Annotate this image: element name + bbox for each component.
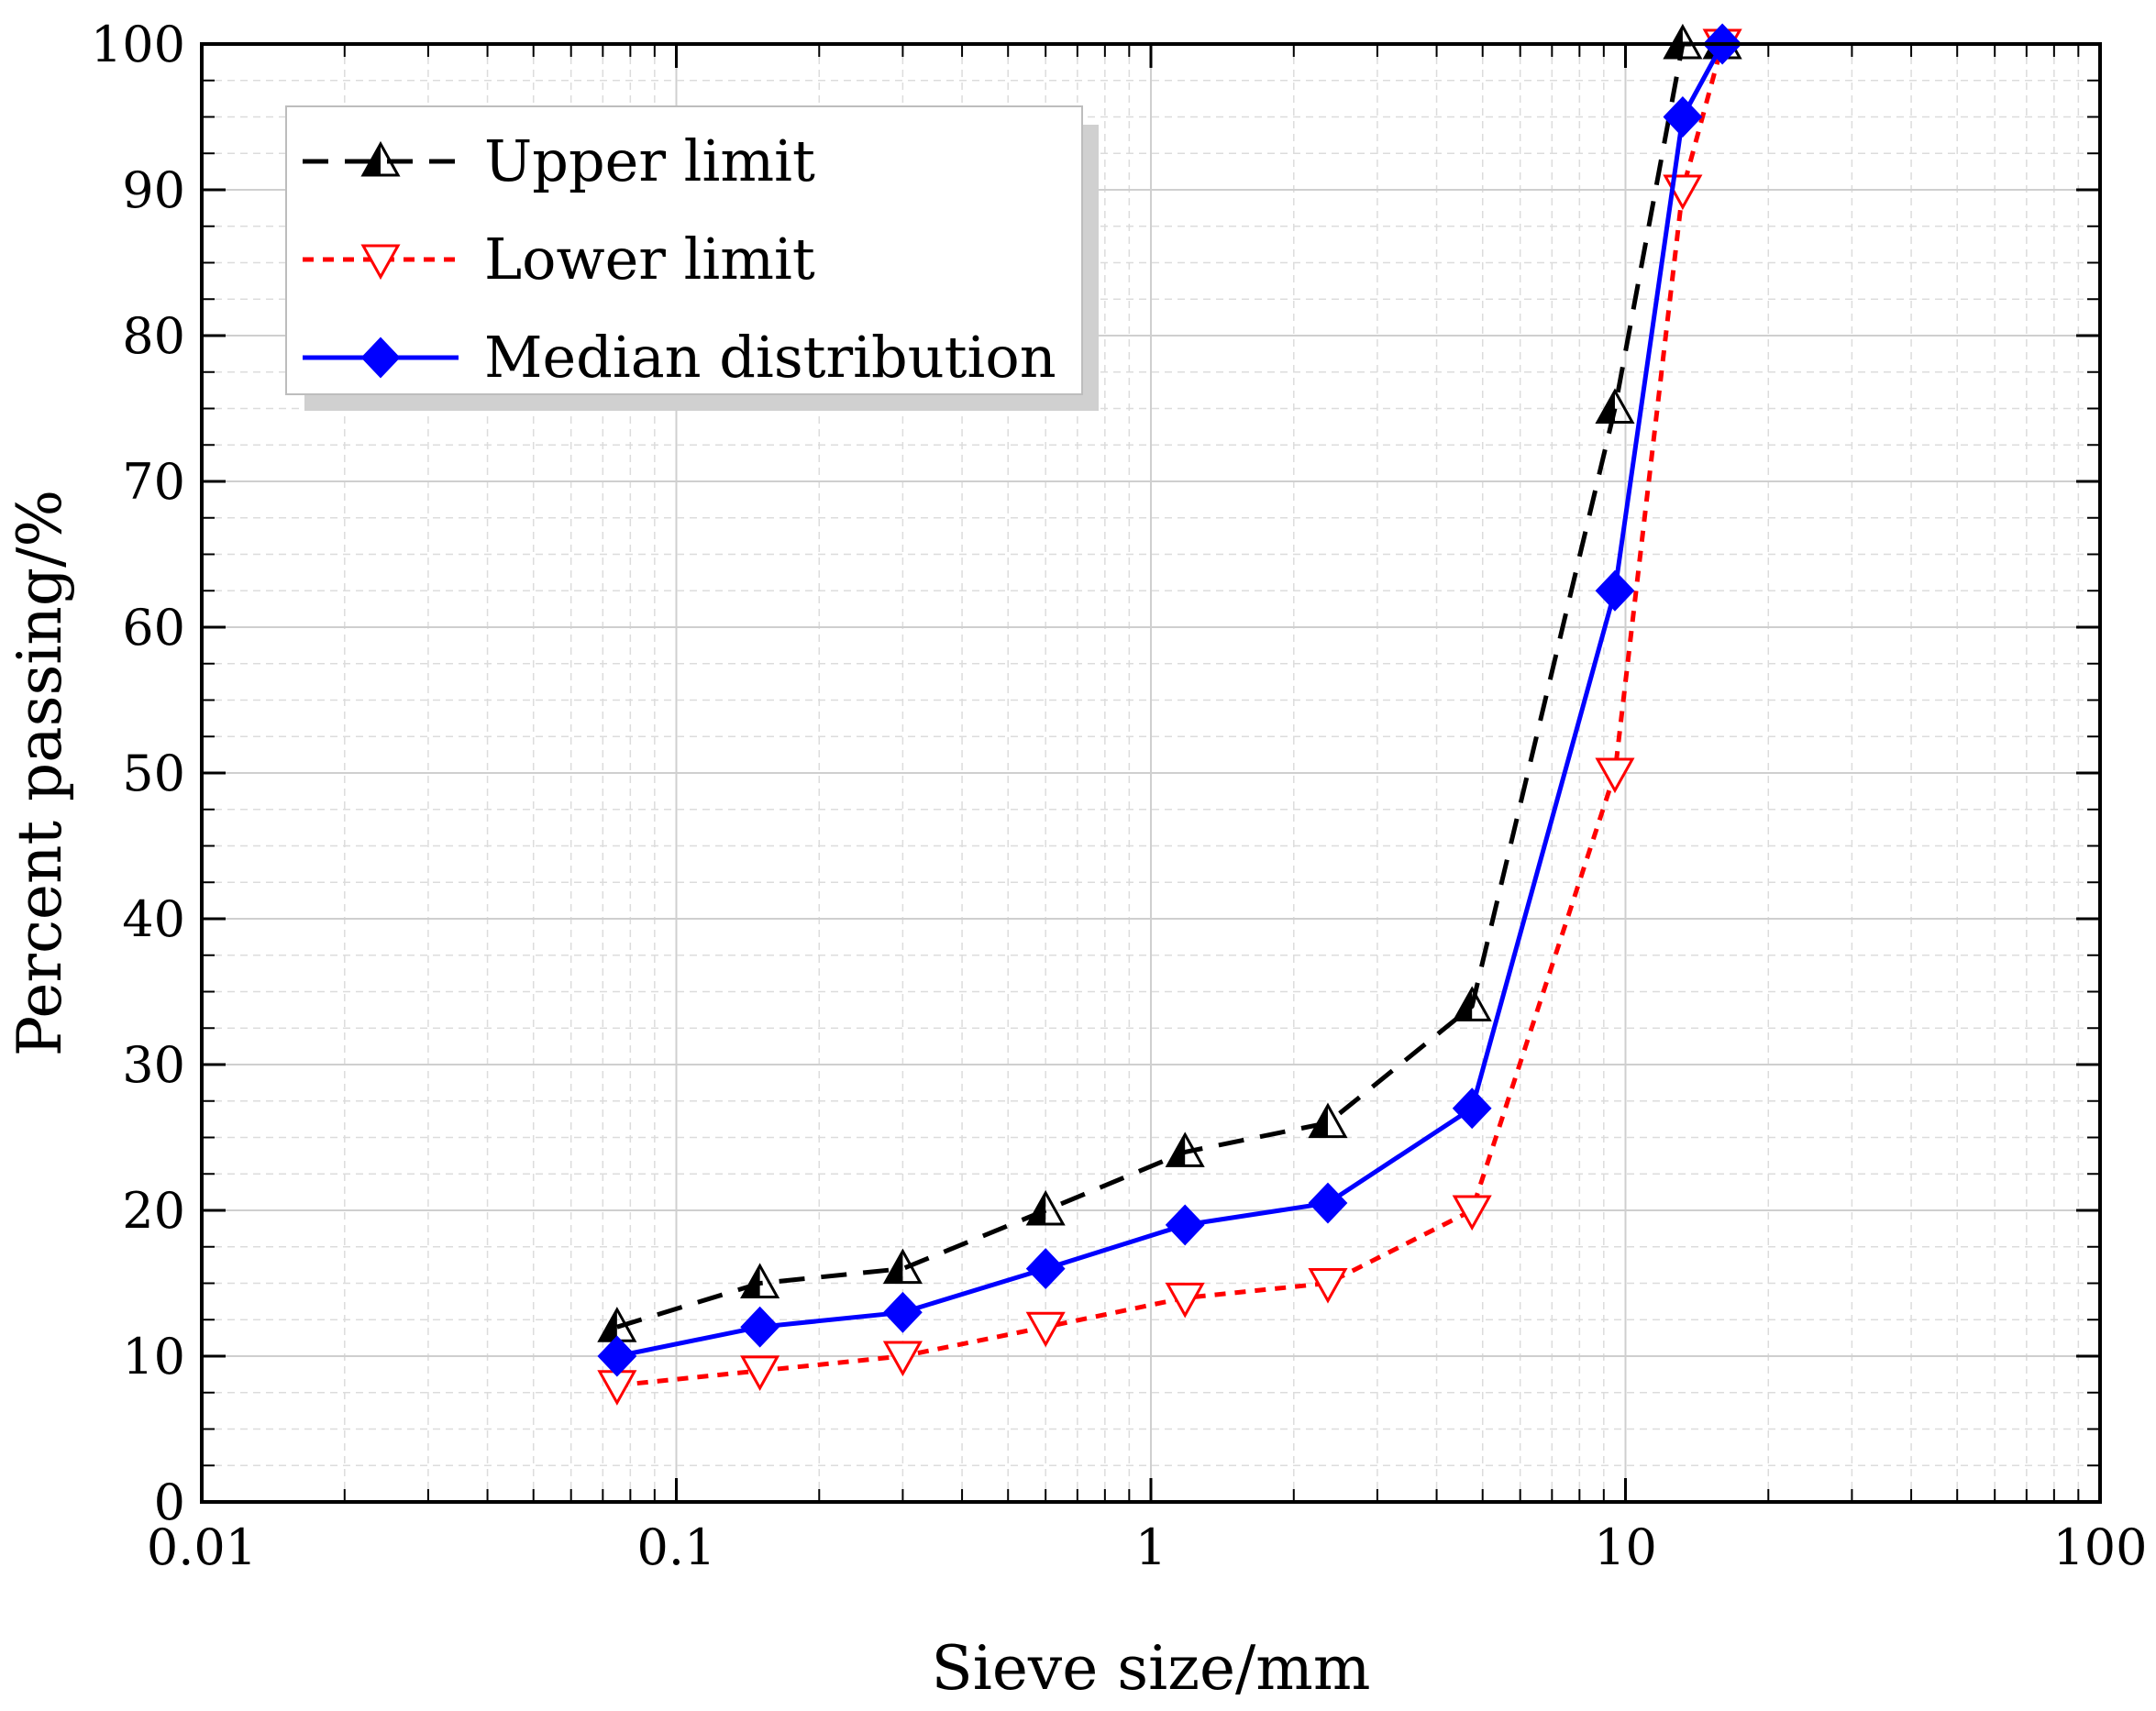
legend-label: Lower limit [484,226,815,293]
x-axis-title: Sieve size/mm [932,1633,1371,1704]
data-point [1452,986,1492,1021]
marker-outline [1165,1131,1205,1167]
data-point [1308,1182,1348,1224]
legend-marker [360,244,401,281]
data-point [883,1291,923,1333]
data-point [1025,1189,1066,1226]
y-tick-label: 100 [91,16,185,73]
data-point [882,1248,923,1285]
data-point [1165,1282,1205,1319]
series-line [616,41,1723,1330]
y-tick-label: 10 [122,1328,185,1385]
y-tick-label: 80 [122,307,185,365]
data-point [1595,569,1635,612]
marker-outline [360,140,401,177]
legend: Upper limit Lower limit Median distributio… [285,105,1099,411]
legend-entries: Upper limit Lower limit Median distributio… [303,127,1056,391]
data-point [740,1306,780,1348]
data-point [1025,1248,1066,1290]
y-tick-label: 40 [122,890,185,948]
data-point [1452,1087,1492,1130]
data-point [1595,757,1635,794]
data-point [1663,96,1703,138]
marker-outline [1595,388,1635,424]
marker-outline [1025,1189,1066,1226]
x-tick-label: 0.01 [147,1518,257,1576]
x-tick-label: 100 [2052,1518,2147,1576]
series-line [616,43,1725,1388]
legend-marker [360,337,401,379]
x-tick-label: 10 [1594,1518,1657,1576]
legend-label: Upper limit [484,127,815,194]
legend-box [285,105,1083,395]
series-line [616,42,1725,1359]
marker-outline [1308,1102,1348,1139]
y-tick-label: 0 [154,1474,185,1531]
plot-frame [200,42,2102,1504]
series-median-distribution [597,23,1742,1377]
series-group [597,23,1742,1406]
data-point [1595,388,1635,424]
marker-outline [740,1263,780,1298]
y-tick-label: 90 [122,161,185,219]
y-tick-label: 60 [122,599,185,657]
y-tick-label: 50 [122,745,185,802]
series-lower-limit [597,28,1742,1406]
series-upper-limit [597,23,1742,1342]
data-point [1025,1311,1066,1348]
data-point [1308,1102,1348,1139]
data-point [740,1263,780,1298]
tick-labels: 0.01 0.1 1 10 100 0 10 20 30 40 50 60 70 80 90 100 [91,16,2148,1576]
legend-label: Median distribution [484,324,1056,391]
data-point [882,1341,923,1377]
data-point [1452,1195,1492,1231]
x-tick-label: 1 [1135,1518,1166,1576]
marker-outline [1452,986,1492,1021]
data-point [1165,1204,1205,1246]
y-tick-label: 20 [122,1182,185,1240]
data-point [597,1335,637,1377]
data-point [740,1355,780,1391]
y-tick-label: 30 [122,1036,185,1094]
x-tick-label: 0.1 [637,1518,716,1576]
y-axis-title: Percent passing/% [5,490,75,1056]
y-tick-label: 70 [122,453,185,511]
data-point [1165,1131,1205,1167]
data-point [1308,1268,1348,1304]
legend-marker [360,140,401,177]
marker-outline [882,1248,923,1285]
